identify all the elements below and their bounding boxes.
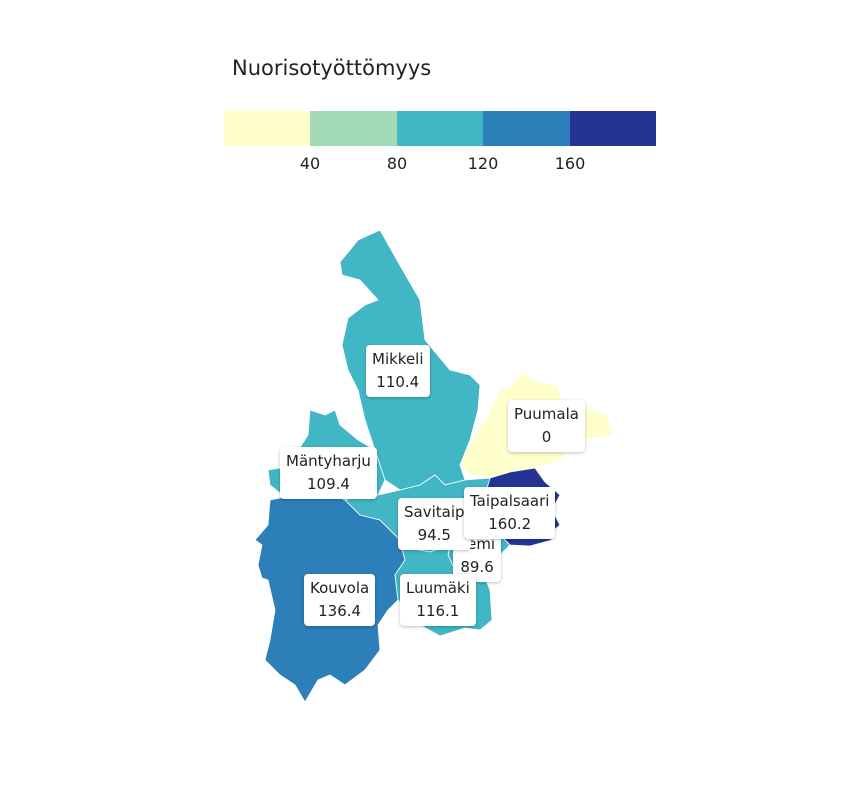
legend-swatch-3	[396, 111, 484, 146]
label-mantyharju: Mäntyharju 109.4	[280, 447, 377, 499]
label-taipalsaari-value: 160.2	[488, 515, 532, 533]
label-puumala-name: Puumala	[514, 405, 579, 423]
legend-tick-80: 80	[386, 154, 408, 173]
label-luumaki: Luumäki 116.1	[400, 574, 476, 626]
label-savitaipale: Savitaip 94.5	[398, 498, 471, 550]
label-savitaipale-value: 94.5	[417, 526, 451, 544]
label-mikkeli-name: Mikkeli	[372, 350, 424, 368]
label-mikkeli-value: 110.4	[376, 373, 420, 391]
label-puumala-value: 0	[541, 428, 552, 446]
legend-swatch-5	[569, 111, 657, 146]
legend-swatch-4	[483, 111, 570, 146]
legend-title: Nuorisotyöttömyys	[232, 56, 432, 80]
label-puumala: Puumala 0	[508, 400, 585, 452]
label-mantyharju-name: Mäntyharju	[286, 452, 371, 470]
label-mantyharju-value: 109.4	[307, 475, 350, 493]
label-kouvola: Kouvola 136.4	[304, 574, 376, 626]
legend-swatch-2	[310, 111, 397, 146]
label-luumaki-value: 116.1	[416, 602, 460, 620]
label-kouvola-value: 136.4	[318, 602, 362, 620]
legend-tick-160: 160	[554, 154, 586, 173]
label-savitaipale-name: Savitaip	[404, 503, 465, 521]
legend-tick-40: 40	[299, 154, 321, 173]
label-taipalsaari: Taipalsaari 160.2	[464, 487, 556, 539]
label-mikkeli: Mikkeli 110.4	[366, 345, 430, 397]
label-luumaki-name: Luumäki	[406, 579, 470, 597]
legend-swatch-1	[224, 111, 311, 146]
label-lemi-value: 89.6	[460, 558, 494, 576]
label-taipalsaari-name: Taipalsaari	[470, 492, 550, 510]
color-legend-bar	[224, 111, 657, 146]
label-kouvola-name: Kouvola	[310, 579, 370, 597]
legend-tick-120: 120	[467, 154, 499, 173]
